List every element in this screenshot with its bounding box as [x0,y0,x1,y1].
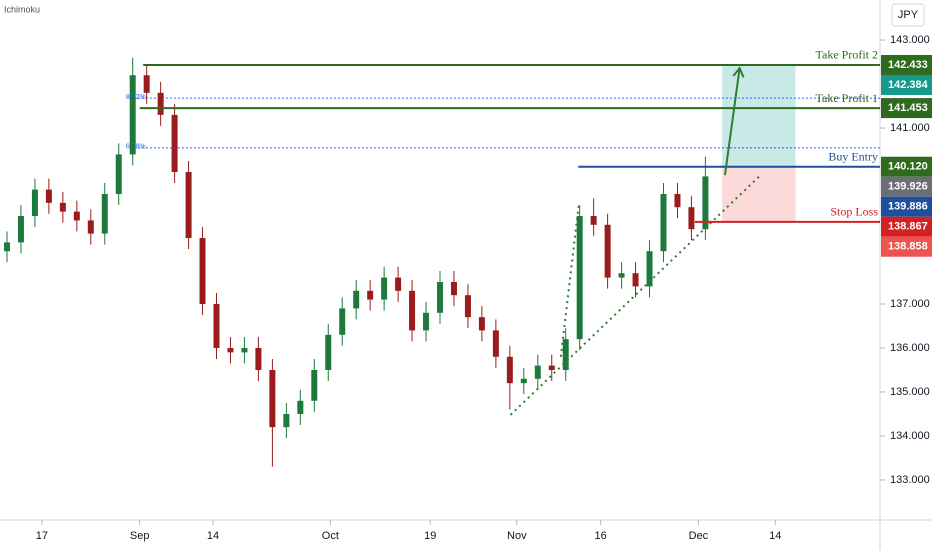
level-label: Stop Loss [830,205,878,219]
candle-body [241,347,248,353]
trendline [559,202,580,357]
x-tick-label: Nov [507,530,527,542]
price-badge [881,54,932,75]
candle-body [143,75,150,93]
price-badge [881,216,932,237]
arrow-head [732,66,745,78]
price-badge [881,156,932,177]
candle-body [646,251,653,287]
currency-button[interactable] [891,3,925,27]
price-badge [881,74,932,95]
candle-body [576,216,583,340]
candle-body [437,281,443,313]
y-tick-label: 137.000 [890,298,930,310]
candle-body [353,290,360,309]
candle-body [157,92,164,115]
candle-body [325,334,332,370]
candle-body [423,312,430,331]
price-badge [881,236,932,257]
candle-body [283,413,290,428]
loss-zone [722,166,796,222]
candle-body [87,220,94,234]
y-tick-label: 141.000 [890,122,930,134]
candle-body [367,290,374,300]
price-badge-label: 142.384 [888,79,929,91]
price-badge [881,196,932,217]
price-badge-label: 141.453 [888,102,928,114]
x-tick-label: 16 [595,530,607,542]
price-badge-label: 138.867 [888,221,928,233]
level-label: Take Profit 1 [816,91,878,105]
x-tick-label: 14 [207,530,219,542]
candle-body [409,290,416,331]
candle-body [632,273,639,287]
x-tick-label: Dec [689,530,709,542]
y-tick-label: 134.000 [890,430,930,442]
price-badge-label: 139.886 [888,201,928,213]
candle-body [548,365,555,370]
price-badge [881,176,932,197]
candle-body [604,224,611,278]
x-tick-label: Oct [322,530,339,542]
price-badge-label: 142.433 [888,59,928,71]
candle-body [59,202,66,212]
candle-body [688,207,695,230]
candle-body [618,273,625,278]
candle-body [464,295,471,318]
candle-body [339,308,346,335]
candle-body [660,194,667,252]
x-tick-label: 17 [36,530,48,542]
candle-body [269,369,276,428]
y-tick-label: 136.000 [890,342,930,354]
candle-body [702,176,709,230]
candle-body [534,365,541,379]
candle-body [199,238,206,304]
indicator-label: Ichimoku [4,4,40,14]
fib-label: 61.8% [126,144,146,151]
candle-body [590,216,597,225]
fib-label: 88.2% [126,94,146,101]
candle-body [297,400,304,414]
candle-body [255,347,262,370]
candle-body [506,356,513,384]
candle-body [3,242,10,252]
y-tick-label: 133.000 [890,474,930,486]
y-tick-label: 143.000 [890,34,930,46]
currency-label: JPY [898,9,919,21]
candle-body [520,378,527,384]
candle-body [17,216,24,243]
candle-body [185,172,192,239]
candle-body [562,339,569,370]
x-tick-label: Sep [130,530,150,542]
price-badge-label: 140.120 [888,161,928,173]
level-label: Buy Entry [828,149,878,163]
candle-body [115,154,122,195]
candle-body [395,277,402,291]
candle-body [478,317,485,331]
x-tick-label: 19 [424,530,436,542]
candle-body [311,369,318,401]
candle-body [381,277,388,300]
candle-body [450,281,457,296]
arrow-shaft [723,68,741,176]
candle-body [45,189,52,203]
candle-body [31,189,38,217]
y-tick-label: 135.000 [890,386,930,398]
candle-body [227,347,234,353]
candle-body [674,194,681,208]
candle-body [73,211,80,221]
candle-body [213,303,220,348]
price-badge [881,98,932,119]
candle-body [492,330,499,357]
candle-body [171,114,178,173]
x-tick-label: 14 [769,530,781,542]
profit-zone [722,64,796,167]
trendline [509,174,762,416]
level-label: Take Profit 2 [816,48,878,62]
candle-body [101,194,108,234]
price-badge-label: 139.926 [888,181,928,193]
candle-body [129,75,136,155]
price-badge-label: 138.858 [888,241,928,253]
